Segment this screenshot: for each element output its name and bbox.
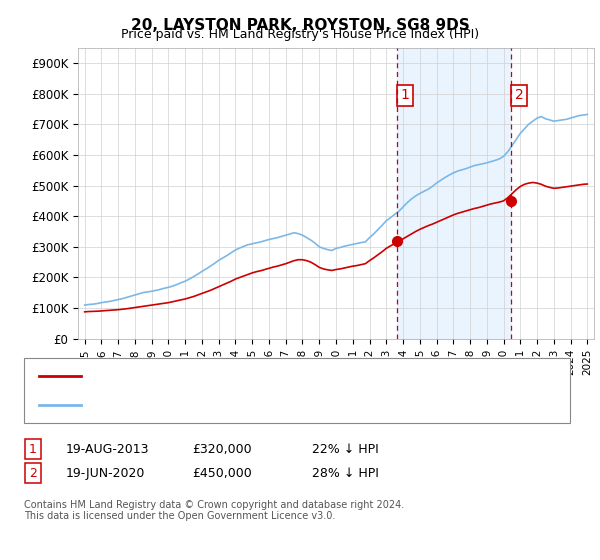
Text: 20, LAYSTON PARK, ROYSTON, SG8 9DS (detached house): 20, LAYSTON PARK, ROYSTON, SG8 9DS (deta… — [90, 370, 431, 383]
Text: 22% ↓ HPI: 22% ↓ HPI — [312, 442, 379, 456]
Text: 20, LAYSTON PARK, ROYSTON, SG8 9DS: 20, LAYSTON PARK, ROYSTON, SG8 9DS — [131, 18, 469, 33]
Text: 1: 1 — [29, 442, 37, 456]
Text: 2: 2 — [29, 466, 37, 480]
Text: HPI: Average price, detached house, North Hertfordshire: HPI: Average price, detached house, Nort… — [90, 398, 424, 411]
Text: Contains HM Land Registry data © Crown copyright and database right 2024.
This d: Contains HM Land Registry data © Crown c… — [24, 500, 404, 521]
Text: 28% ↓ HPI: 28% ↓ HPI — [312, 466, 379, 480]
Text: £320,000: £320,000 — [192, 442, 251, 456]
Text: 2: 2 — [515, 88, 524, 102]
Text: 19-AUG-2013: 19-AUG-2013 — [66, 442, 149, 456]
Text: 19-JUN-2020: 19-JUN-2020 — [66, 466, 145, 480]
Text: Price paid vs. HM Land Registry's House Price Index (HPI): Price paid vs. HM Land Registry's House … — [121, 28, 479, 41]
Text: 1: 1 — [400, 88, 409, 102]
Text: £450,000: £450,000 — [192, 466, 252, 480]
